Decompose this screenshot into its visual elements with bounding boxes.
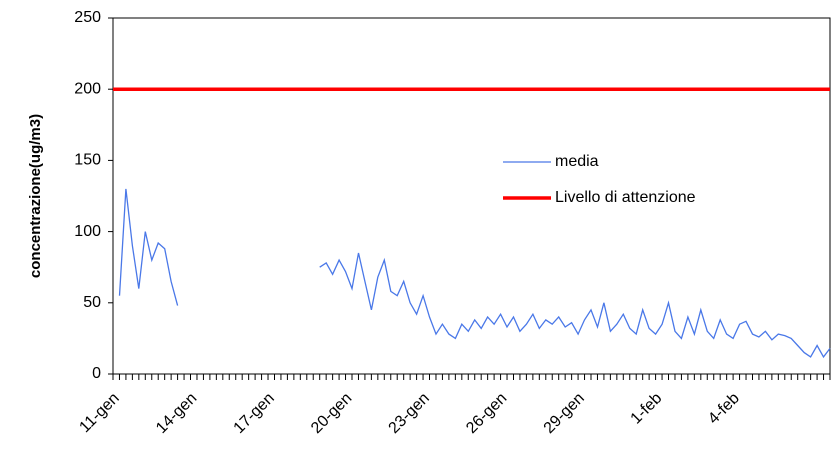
y-tick-label: 250 (74, 9, 101, 26)
legend-label: Livello di attenzione (555, 189, 696, 206)
x-tick-label: 14-gen (153, 390, 200, 437)
legend-label: media (555, 153, 599, 170)
plot-frame (112, 17, 831, 375)
y-tick-label: 150 (74, 152, 101, 169)
x-tick-label: 26-gen (463, 390, 510, 437)
x-tick-label: 1-feb (628, 390, 666, 428)
line-series (118, 188, 831, 359)
y-tick-label: 100 (74, 223, 101, 240)
x-tick-label: 20-gen (308, 390, 355, 437)
y-tick-label: 50 (83, 294, 101, 311)
x-tick-label: 23-gen (386, 390, 433, 437)
y-tick-label: 0 (92, 365, 101, 382)
x-tick-label: 17-gen (231, 390, 278, 437)
x-tick-label: 4-feb (705, 390, 743, 428)
y-axis-title: concentrazione(ug/m3) (27, 114, 44, 278)
y-tick-label: 200 (74, 80, 101, 97)
x-tick-label: 11-gen (76, 390, 122, 436)
x-tick-label: 29-gen (541, 390, 588, 437)
